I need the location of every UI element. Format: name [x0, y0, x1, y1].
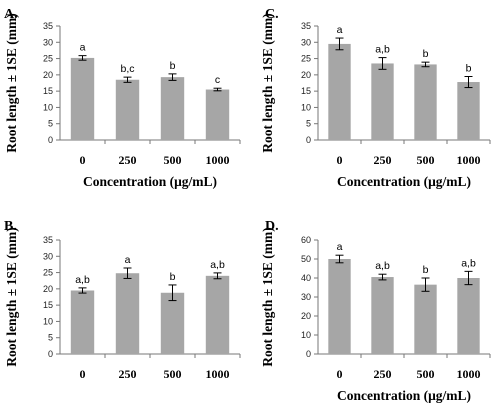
x-tick-label-b-0: 0	[80, 367, 86, 381]
x-axis-title-d: Concentration (μg/mL)	[337, 388, 471, 403]
panel-label-a: A.	[4, 7, 18, 22]
significance-label-c-3: b	[466, 62, 472, 74]
y-tick-label-b-1: 5	[48, 333, 53, 343]
significance-label-a-1: b,c	[120, 63, 134, 75]
bar-b-1	[115, 273, 140, 354]
y-tick-label-a-5: 25	[43, 54, 53, 64]
x-tick-label-b-2: 500	[164, 367, 182, 381]
bar-c-2	[414, 64, 437, 140]
x-tick-label-c-1: 250	[374, 153, 392, 167]
bar-d-3	[457, 278, 480, 354]
bar-c-0	[328, 43, 351, 140]
bar-b-0	[70, 290, 95, 354]
bar-d-2	[414, 284, 437, 354]
y-tick-label-c-0: 0	[306, 135, 311, 145]
significance-label-c-0: a	[337, 24, 343, 36]
significance-label-a-0: a	[80, 42, 86, 54]
significance-label-d-0: a	[337, 241, 343, 253]
y-axis-title-a: Root length ± 1SE (mm)	[4, 13, 19, 152]
bar-d-0	[328, 259, 351, 354]
y-tick-label-b-0: 0	[48, 349, 53, 359]
significance-label-a-2: b	[170, 60, 176, 72]
significance-label-d-3: a,b	[461, 257, 476, 269]
x-tick-label-c-3: 1000	[457, 153, 481, 167]
panel-b: B. 0 5 10 15 20 25 30 35 a,b 0 a 250 b 500 a,b 1000 Root …	[4, 219, 241, 381]
y-tick-label-a-0: 0	[48, 135, 53, 145]
x-tick-label-a-2: 500	[164, 153, 182, 167]
significance-label-b-1: a	[125, 254, 131, 266]
y-tick-label-b-7: 35	[43, 235, 53, 245]
x-tick-label-d-1: 250	[374, 367, 392, 381]
panel-label-d: D.	[265, 219, 279, 234]
y-tick-label-d-3: 30	[301, 292, 311, 302]
y-tick-label-d-5: 50	[301, 254, 311, 264]
panel-d: D. 0 10 20 30 40 50 60 a 0 a,b 250 b 500 a,b 1000 Root l…	[260, 219, 491, 403]
y-tick-label-b-5: 25	[43, 268, 53, 278]
x-tick-label-d-0: 0	[337, 367, 343, 381]
x-tick-label-d-3: 1000	[457, 367, 481, 381]
y-tick-label-c-6: 30	[301, 37, 311, 47]
y-tick-label-c-7: 35	[301, 21, 311, 31]
bar-c-1	[371, 63, 394, 141]
x-tick-label-c-2: 500	[417, 153, 435, 167]
y-tick-label-c-4: 20	[301, 70, 311, 80]
x-axis-title-c: Concentration (μg/mL)	[337, 174, 471, 189]
x-tick-label-a-0: 0	[80, 153, 86, 167]
x-tick-label-a-3: 1000	[206, 153, 230, 167]
bar-a-1	[115, 79, 140, 140]
y-tick-label-a-1: 5	[48, 119, 53, 129]
bar-c-3	[457, 82, 480, 140]
significance-label-a-3: c	[215, 74, 220, 86]
panel-c: C. 0 5 10 15 20 25 30 35 a 0 a,b 250 b 500 b 1000 Root le…	[260, 7, 491, 189]
panel-label-c: C.	[265, 7, 279, 22]
y-tick-label-d-6: 60	[301, 235, 311, 245]
significance-label-c-1: a,b	[375, 44, 390, 56]
y-tick-label-b-6: 30	[43, 251, 53, 261]
y-tick-label-c-1: 5	[306, 119, 311, 129]
bar-b-2	[160, 292, 185, 354]
y-tick-label-b-2: 10	[43, 316, 53, 326]
y-axis-title-b: Root length ± 1SE (mm)	[4, 227, 19, 366]
y-tick-label-d-4: 40	[301, 273, 311, 283]
x-tick-label-c-0: 0	[337, 153, 343, 167]
y-tick-label-a-2: 10	[43, 102, 53, 112]
bar-a-3	[205, 89, 230, 140]
y-tick-label-a-4: 20	[43, 70, 53, 80]
y-axis-title-d: Root length ± 1SE (mm)	[260, 227, 275, 366]
y-axis-title-c: Root length ± 1SE (mm)	[260, 13, 275, 152]
y-tick-label-d-2: 20	[301, 311, 311, 321]
y-tick-label-d-0: 0	[306, 349, 311, 359]
panel-label-b: B.	[4, 219, 17, 234]
x-tick-label-b-1: 250	[119, 367, 137, 381]
y-tick-label-a-7: 35	[43, 21, 53, 31]
bar-d-1	[371, 277, 394, 354]
x-tick-label-a-1: 250	[119, 153, 137, 167]
y-tick-label-c-5: 25	[301, 54, 311, 64]
x-axis-title-a: Concentration (μg/mL)	[83, 174, 217, 189]
significance-label-b-0: a,b	[75, 274, 90, 286]
y-tick-label-d-1: 10	[301, 330, 311, 340]
bar-b-3	[205, 275, 230, 354]
panel-a: A. 0 5 10 15 20 25 30 35 a 0 b,c 250 b 500 c 1000 Root le…	[4, 7, 241, 189]
bar-a-2	[160, 77, 185, 140]
y-tick-label-a-3: 15	[43, 86, 53, 96]
x-tick-label-b-3: 1000	[206, 367, 230, 381]
y-tick-label-c-3: 15	[301, 86, 311, 96]
bar-a-0	[70, 57, 95, 140]
y-tick-label-b-4: 20	[43, 284, 53, 294]
y-tick-label-c-2: 10	[301, 102, 311, 112]
significance-label-d-1: a,b	[375, 260, 390, 272]
y-tick-label-b-3: 15	[43, 300, 53, 310]
x-tick-label-d-2: 500	[417, 367, 435, 381]
significance-label-d-2: b	[423, 264, 429, 276]
significance-label-b-3: a,b	[210, 259, 225, 271]
significance-label-b-2: b	[170, 271, 176, 283]
significance-label-c-2: b	[423, 48, 429, 60]
y-tick-label-a-6: 30	[43, 37, 53, 47]
